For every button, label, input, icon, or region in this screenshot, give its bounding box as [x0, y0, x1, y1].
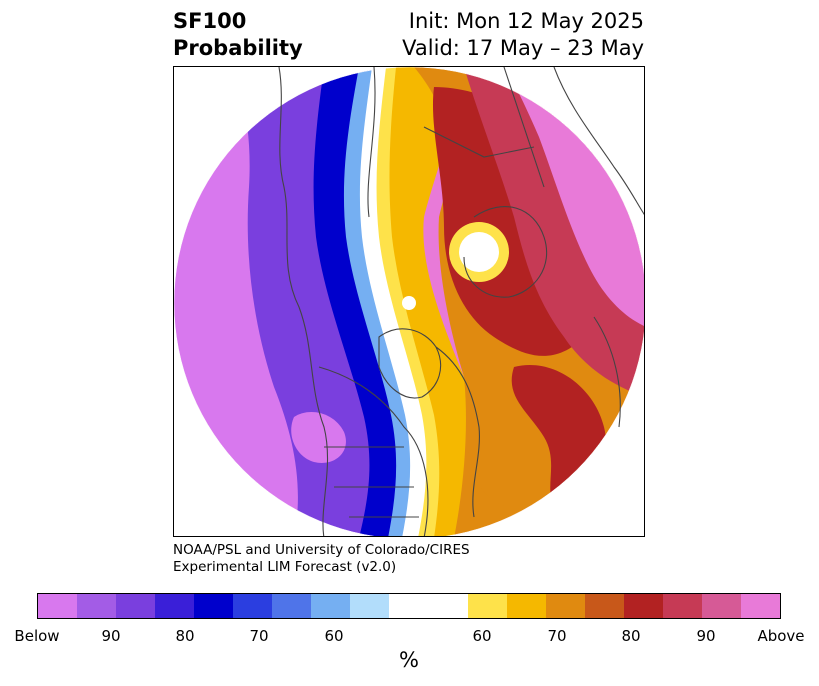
colorbar-unit: % [399, 648, 419, 672]
colorbar-segment-15 [623, 594, 663, 618]
colorbar-segment-5 [233, 594, 273, 618]
colorbar-segment-14 [584, 594, 624, 618]
title-variable: SF100 [173, 9, 247, 33]
colorbar-segment-12 [506, 594, 546, 618]
colorbar-segment-13 [545, 594, 585, 618]
probability-map [174, 67, 644, 536]
credit-line-2: Experimental LIM Forecast (v2.0) [173, 559, 397, 575]
colorbar-segment-11 [467, 594, 507, 618]
colorbar-tick-label: 80 [621, 627, 641, 645]
colorbar-segment-10 [428, 594, 468, 618]
coastlines [278, 67, 644, 536]
colorbar-tick-label: 90 [696, 627, 716, 645]
init-date: Init: Mon 12 May 2025 [408, 9, 644, 33]
colorbar-segment-4 [194, 594, 234, 618]
title-subtitle: Probability [173, 36, 303, 60]
colorbar-tick-label: 60 [324, 627, 344, 645]
colorbar-tick-label: 70 [249, 627, 269, 645]
colorbar-segment-7 [311, 594, 351, 618]
valid-range: Valid: 17 May – 23 May [402, 36, 644, 60]
colorbar-tick-label: Below [14, 627, 60, 645]
colorbar-tick-label: 60 [472, 627, 492, 645]
colorbar-segment-18 [740, 594, 780, 618]
colorbar-tick-label: 80 [175, 627, 195, 645]
credit-text: NOAA/PSL and University of Colorado/CIRE… [173, 542, 470, 576]
colorbar-tick-label: 90 [101, 627, 121, 645]
colorbar-tick-label: 70 [547, 627, 567, 645]
colorbar-segment-16 [662, 594, 702, 618]
colorbar-segment-0 [38, 594, 78, 618]
colorbar-segment-3 [155, 594, 195, 618]
colorbar-segment-1 [77, 594, 117, 618]
colorbar-tick-label: Above [757, 627, 805, 645]
colorbar [37, 593, 781, 619]
forecast-dates: Init: Mon 12 May 2025 Valid: 17 May – 23… [402, 8, 644, 62]
credit-line-1: NOAA/PSL and University of Colorado/CIRE… [173, 542, 470, 558]
colorbar-segment-17 [701, 594, 741, 618]
colorbar-segment-6 [272, 594, 312, 618]
map-title: SF100 Probability [173, 8, 303, 62]
colorbar-segment-2 [116, 594, 156, 618]
colorbar-segment-8 [350, 594, 390, 618]
polar-map [173, 66, 645, 537]
colorbar-segment-9 [389, 594, 429, 618]
